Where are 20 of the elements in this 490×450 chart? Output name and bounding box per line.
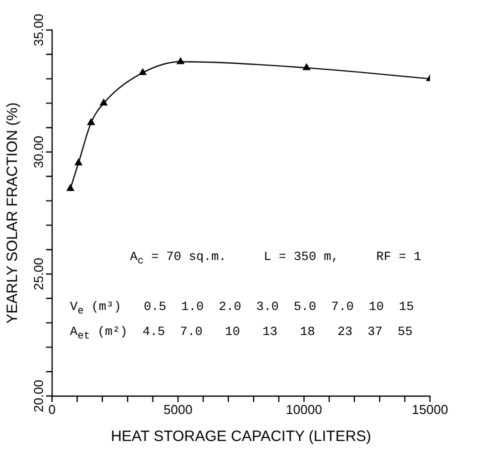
x-tick-label: 15000 xyxy=(412,402,448,418)
point xyxy=(74,158,82,166)
point xyxy=(87,118,95,126)
x-tick-label: 5000 xyxy=(164,402,192,418)
y-tick-label: 25.00 xyxy=(31,258,46,290)
y-tick-label: 35.00 xyxy=(31,14,46,46)
x-axis-title: HEAT STORAGE CAPACITY (LITERS) xyxy=(110,428,372,446)
y-tick-label: 20.00 xyxy=(31,380,46,412)
annotation: A$_{c}$ = 70 sq.m. L = 350 m, RF = 1 xyxy=(130,250,422,268)
point xyxy=(176,58,184,64)
annotation: A$_{et}$ (m²) 4.5 7.0 10 13 18 23 37 55 xyxy=(70,325,413,342)
y-tick-label: 30.00 xyxy=(31,136,46,168)
x-tick-label: 10000 xyxy=(286,402,322,418)
point xyxy=(66,184,74,191)
x-tick-label: 0 xyxy=(48,402,56,418)
y-axis-title: YEARLY SOLAR FRACTION (%) xyxy=(4,102,22,324)
point xyxy=(302,64,310,70)
point xyxy=(100,99,108,106)
point xyxy=(139,68,146,76)
annotation: V$_{e}$ (m³) 0.5 1.0 2.0 3.0 5.0 7.0 10 15 xyxy=(70,300,414,318)
